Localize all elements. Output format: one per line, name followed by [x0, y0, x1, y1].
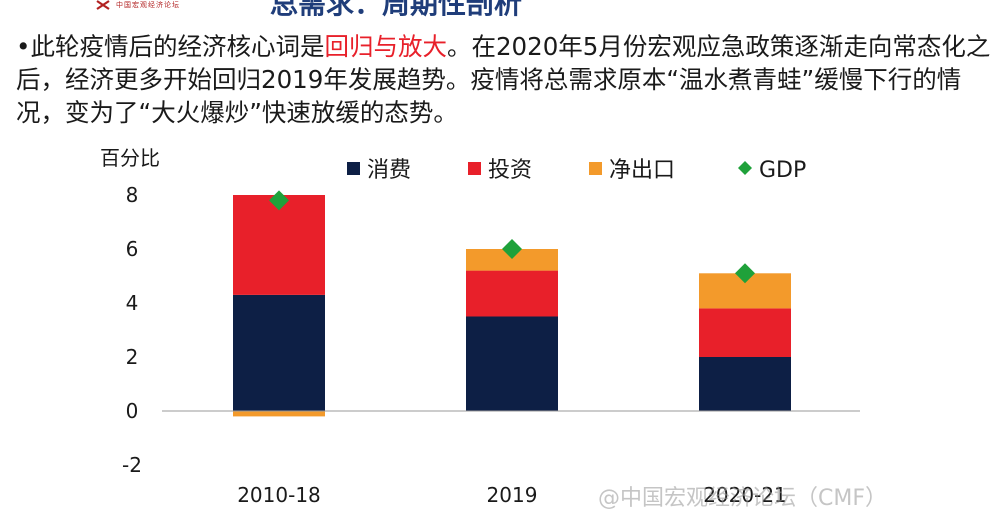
y-tick-label: 6: [126, 237, 139, 261]
gdp-marker: [735, 263, 755, 284]
bar-segment: [233, 195, 325, 295]
bar-segment: [699, 357, 791, 411]
stacked-bar-chart: 百分比 -2 0 2 4 6 8 2010-18 2019 2020-21 消费 投资 净出口 GDP: [100, 146, 860, 505]
y-tick-label: 2: [126, 345, 139, 369]
legend-swatch: [347, 162, 360, 175]
gdp-marker: [269, 190, 289, 211]
legend-swatch: [589, 162, 602, 175]
bar-segment: [466, 316, 558, 411]
y-tick-label: 8: [126, 183, 139, 207]
bullet-text: •此轮疫情后的经济核心词是回归与放大。在2020年5月份宏观应急政策逐渐走向常态…: [16, 30, 996, 129]
legend-swatch: [468, 162, 481, 175]
bar-segment: [466, 249, 558, 271]
bar-segment: [233, 294, 325, 411]
legend-label: GDP: [759, 158, 806, 183]
gdp-marker: [502, 239, 522, 259]
logo: 中国宏观经济论坛: [96, 0, 180, 10]
y-axis-label: 百分比: [100, 146, 160, 170]
legend-swatch: [738, 161, 752, 175]
bar-segment: [233, 411, 325, 417]
bar-segment: [466, 270, 558, 317]
x-tick-label: 2020-21: [703, 483, 787, 505]
bullet-suffix: 。在2020年5月份宏观应急政策逐渐走向常态化之后，经济更多开始回归2019年发…: [16, 32, 991, 127]
logo-text: 中国宏观经济论坛: [116, 1, 180, 9]
x-tick-label: 2010-18: [237, 483, 321, 505]
x-tick-label: 2019: [487, 483, 538, 505]
watermark: @中国宏观经济论坛（CMF）: [598, 486, 887, 511]
bullet-prefix: •此轮疫情后的经济核心词是: [16, 32, 325, 61]
y-tick-label: -2: [122, 453, 142, 477]
y-tick-label: 0: [126, 399, 139, 423]
bar-segment: [699, 308, 791, 357]
slide-title: 总需求：周期性剖析: [270, 0, 523, 20]
y-tick-label: 4: [126, 291, 139, 315]
legend-label: 投资: [488, 158, 532, 183]
legend-label: 消费: [367, 158, 411, 183]
logo-icon: [96, 0, 110, 10]
bullet-highlight: 回归与放大: [324, 32, 447, 61]
legend-label: 净出口: [609, 158, 675, 183]
